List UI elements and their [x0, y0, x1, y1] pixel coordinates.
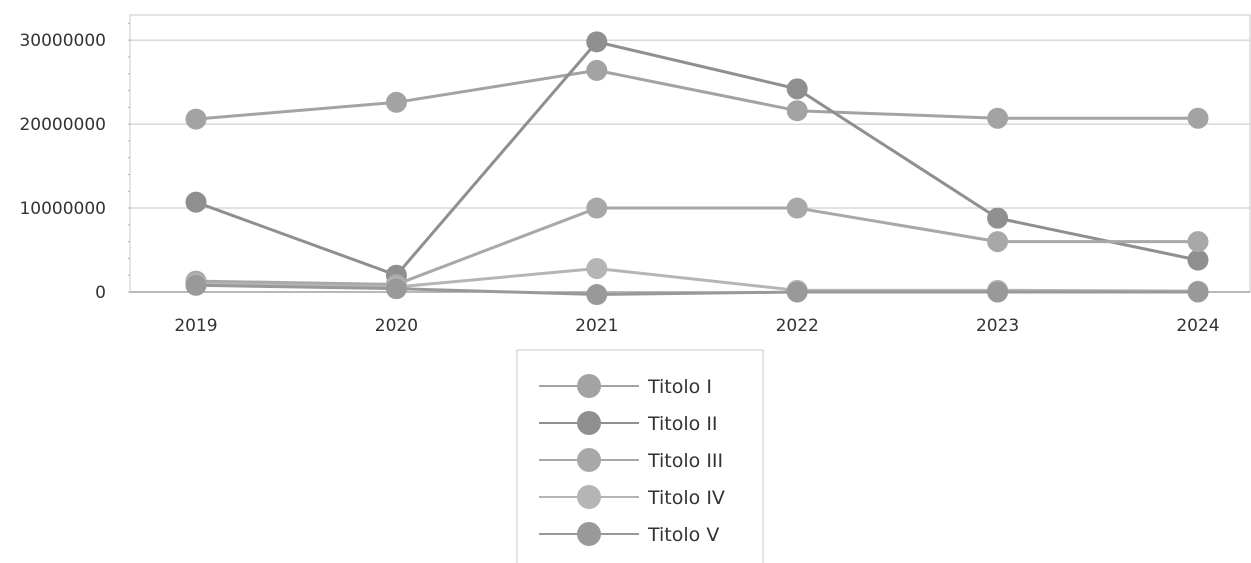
series-5: [185, 274, 1209, 306]
data-point: [786, 100, 808, 122]
data-point: [786, 78, 808, 100]
data-point: [185, 108, 207, 130]
data-point: [586, 197, 608, 219]
series-line: [195, 40, 1199, 277]
series-2: [185, 31, 1209, 286]
legend-item: Titolo I: [539, 374, 712, 398]
x-tick-label: 2020: [375, 316, 418, 336]
series-line: [195, 206, 1198, 286]
data-point: [185, 191, 207, 213]
data-point: [1187, 107, 1209, 129]
x-tick-label: 2022: [776, 316, 819, 336]
legend-label: Titolo I: [647, 376, 712, 398]
legend-item: Titolo II: [539, 411, 718, 435]
series-line: [195, 283, 1198, 297]
y-tick-label: 20000000: [19, 115, 106, 135]
series-4: [185, 257, 1209, 302]
legend-label: Titolo V: [647, 524, 719, 546]
data-point: [586, 284, 608, 306]
data-point: [586, 31, 608, 53]
gridlines: [129, 14, 1251, 293]
data-point: [987, 231, 1009, 253]
legend-marker: [577, 411, 601, 435]
data-point: [385, 91, 407, 113]
legend-label: Titolo II: [647, 413, 718, 435]
series-line: [195, 68, 1198, 121]
x-tick-label: 2023: [976, 316, 1019, 336]
data-point: [1187, 281, 1209, 303]
data-point: [586, 59, 608, 81]
series-1: [185, 59, 1209, 130]
plot-frame: [129, 14, 1251, 293]
x-tick-label: 2019: [174, 316, 217, 336]
legend-marker: [577, 374, 601, 398]
series-group: [185, 31, 1209, 306]
data-point: [987, 281, 1009, 303]
series-line: [195, 266, 1199, 293]
legend-marker: [577, 522, 601, 546]
data-point: [385, 278, 407, 300]
legend-label: Titolo III: [647, 450, 723, 472]
data-point: [786, 197, 808, 219]
y-tick-label: 0: [95, 283, 106, 303]
legend-item: Titolo V: [539, 522, 719, 546]
y-tick-label: 30000000: [19, 31, 106, 51]
data-point: [1187, 231, 1209, 253]
legend-marker: [577, 485, 601, 509]
y-tick-label: 10000000: [19, 199, 106, 219]
legend-item: Titolo IV: [539, 485, 725, 509]
x-tick-label: 2024: [1176, 316, 1219, 336]
data-point: [987, 207, 1009, 229]
x-tick-label: 2021: [575, 316, 618, 336]
data-point: [987, 107, 1009, 129]
data-point: [1187, 249, 1209, 271]
legend-label: Titolo IV: [647, 487, 725, 509]
data-point: [185, 274, 207, 296]
legend-box: [516, 349, 764, 563]
data-point: [786, 281, 808, 303]
legend-item: Titolo III: [539, 448, 723, 472]
legend-marker: [577, 448, 601, 472]
legend: Titolo I Titolo II Titolo III Titolo IV Tito…: [516, 349, 764, 563]
data-point: [586, 257, 608, 279]
